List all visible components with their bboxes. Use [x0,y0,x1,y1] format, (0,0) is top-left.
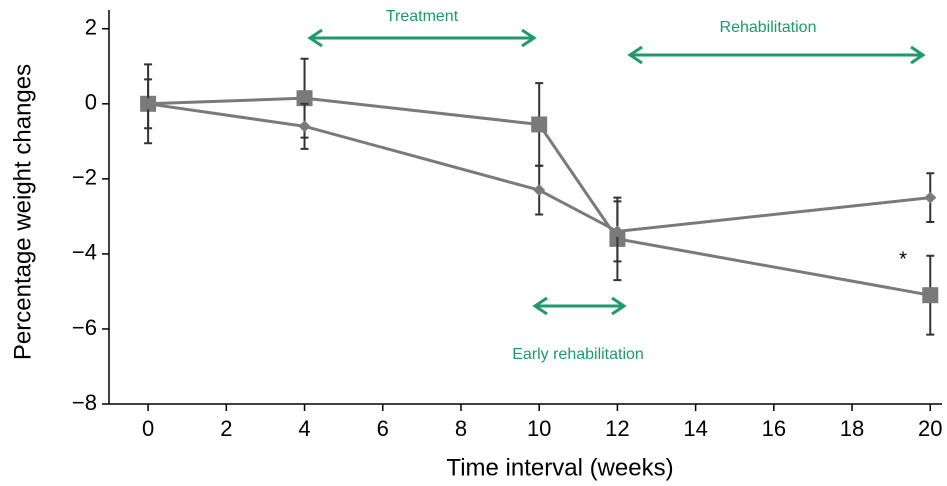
marker [531,116,548,133]
annotation: * [899,248,907,270]
annotation: Rehabilitation [720,19,817,36]
arrowhead [627,45,643,65]
y-axis-label: Percentage weight changes [9,64,36,360]
x-tick-label: 0 [142,416,154,441]
marker [142,97,155,110]
x-tick-label: 10 [527,416,551,441]
arrowhead [910,45,926,65]
y-tick-label: 0 [85,90,97,115]
x-tick-label: 8 [455,416,467,441]
arrowhead [521,28,537,48]
x-tick-label: 20 [918,416,942,441]
y-tick-label: −6 [72,315,97,340]
y-tick-label: 2 [85,15,97,40]
x-tick-label: 12 [605,416,629,441]
x-tick-label: 6 [377,416,389,441]
x-tick-label: 14 [683,416,707,441]
marker [924,191,937,204]
x-axis-label: Time interval (weeks) [446,454,673,481]
x-tick-label: 4 [298,416,310,441]
marker [611,225,624,238]
annotation: Treatment [386,8,459,25]
x-tick-label: 16 [762,416,786,441]
x-tick-label: 2 [220,416,232,441]
marker [298,120,311,133]
y-tick-label: −8 [72,390,97,415]
marker [296,90,313,107]
marker [922,287,939,304]
y-tick-label: −4 [72,240,97,265]
arrowhead [307,28,323,48]
arrowhead [611,296,627,316]
y-tick-label: −2 [72,165,97,190]
marker [533,184,546,197]
arrowhead [532,296,548,316]
x-tick-label: 18 [840,416,864,441]
arrows [307,28,926,316]
annotation: Early rehabilitation [512,346,644,363]
